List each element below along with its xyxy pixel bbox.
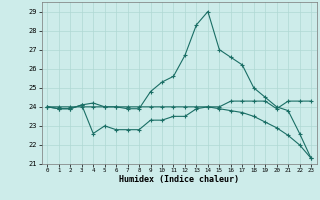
X-axis label: Humidex (Indice chaleur): Humidex (Indice chaleur) [119, 175, 239, 184]
